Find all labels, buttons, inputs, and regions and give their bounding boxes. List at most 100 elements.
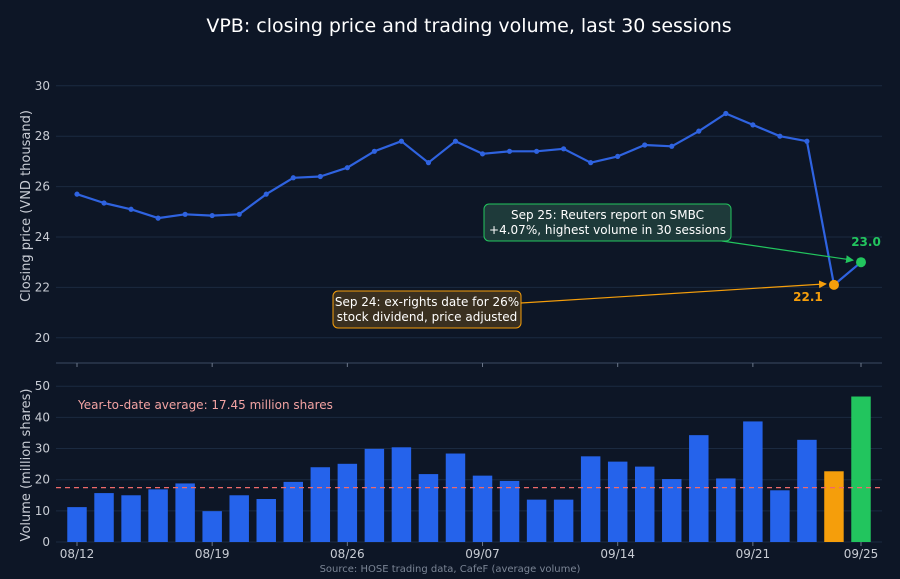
price-y-tick-3: 26: [35, 180, 50, 194]
volume-bar-23: [689, 435, 709, 542]
price-point-18: [561, 146, 567, 152]
volume-bar-15: [472, 475, 493, 542]
annotation-box-1: [332, 290, 522, 329]
volume-bar-12: [391, 447, 412, 542]
price-point-6: [236, 211, 242, 217]
price-point-19: [588, 160, 594, 166]
volume-bar-29: [851, 396, 871, 542]
price-point-0: [74, 191, 80, 197]
price-y-axis-label: Closing price (VND thousand): [19, 110, 34, 302]
price-point-11: [371, 148, 377, 154]
volume-bar-27: [797, 439, 817, 542]
volume-y-axis-label: Volume (million shares): [19, 389, 34, 542]
x-tick-label-3: 09/07: [465, 547, 500, 561]
x-axis: 08/12 08/19 08/26 09/07 09/14 09/21 09/25: [60, 542, 879, 561]
annotation-text-0-0: Sep 25: Reuters report on SMBC: [511, 208, 704, 222]
price-point-2: [128, 206, 134, 212]
x-tick-label-5: 09/21: [736, 547, 771, 561]
chart-title: VPB: closing price and trading volume, l…: [206, 15, 731, 37]
price-y-tick-0: 20: [35, 331, 50, 345]
price-point-13: [425, 160, 432, 166]
annotation-arrow-0: [721, 240, 854, 264]
volume-bar-5: [202, 511, 222, 542]
price-point-22: [669, 143, 675, 149]
volume-bar-11: [364, 448, 385, 542]
volume-bar-28: [824, 471, 844, 542]
price-y-tick-2: 24: [35, 230, 50, 244]
volume-y-tick-4: 40: [35, 410, 50, 424]
price-point-26: [777, 133, 783, 139]
price-point-4: [182, 211, 188, 217]
volume-y-tick-0: 0: [42, 535, 50, 549]
price-point-3: [155, 215, 161, 221]
price-point-7: [263, 191, 269, 197]
volume-bar-19: [580, 456, 601, 542]
price-line: [76, 112, 862, 286]
price-point-9: [317, 173, 323, 180]
price-y-tick-4: 28: [35, 129, 50, 143]
volume-average-label: Year-to-date average: 17.45 million shar…: [77, 398, 333, 412]
price-panel: 20 22 24 26 28 30 22.1 23.0 Sep 25: Reuters repo…: [35, 79, 882, 367]
volume-bar-18: [553, 499, 574, 542]
price-point-20: [615, 153, 621, 159]
volume-bar-13: [418, 474, 439, 542]
annotation-box-0: [483, 203, 732, 242]
annotation-text-0-1: +4.07%, highest volume in 30 sessions: [489, 223, 726, 237]
price-point-28: [828, 279, 839, 290]
volume-bar-24: [716, 478, 736, 542]
x-tick-label-2: 08/26: [330, 547, 365, 561]
x-tick-label-1: 08/19: [195, 547, 230, 561]
price-point-29: [856, 257, 866, 268]
volume-bar-8: [283, 481, 304, 542]
volume-bar-1: [94, 493, 114, 542]
price-end-label-0: 22.1: [793, 290, 823, 304]
annotation-arrow-1: [520, 280, 827, 304]
volume-y-tick-5: 50: [35, 379, 50, 393]
price-point-25: [750, 122, 756, 128]
price-end-label-1: 23.0: [851, 235, 881, 249]
volume-bar-16: [499, 480, 520, 542]
volume-bar-22: [662, 479, 682, 542]
volume-panel: 0 10 20 30 40 50 Year-to-date average: 17.45 m…: [35, 379, 882, 549]
volume-y-tick-3: 30: [35, 442, 50, 456]
source-note: Source: HOSE trading data, CafeF (averag…: [320, 564, 581, 575]
annotation-text-1-0: Sep 24: ex-rights date for 26%: [335, 295, 519, 309]
price-point-17: [533, 148, 540, 154]
volume-bar-6: [229, 495, 249, 542]
price-point-15: [479, 151, 486, 157]
volume-bar-25: [743, 421, 763, 542]
price-y-tick-5: 30: [35, 79, 50, 93]
volume-y-tick-1: 10: [35, 504, 50, 518]
price-point-23: [696, 128, 702, 134]
price-point-12: [398, 138, 405, 144]
volume-bar-26: [770, 490, 790, 542]
volume-bar-3: [148, 489, 168, 542]
volume-bar-17: [526, 499, 547, 542]
volume-bar-2: [121, 495, 141, 542]
price-point-1: [101, 200, 107, 206]
volume-bar-10: [337, 463, 358, 542]
volume-bar-9: [310, 467, 331, 542]
volume-bar-7: [256, 499, 276, 542]
volume-bar-4: [175, 483, 195, 542]
volume-bar-14: [445, 453, 466, 542]
price-y-tick-1: 22: [35, 280, 50, 294]
price-point-16: [506, 148, 513, 154]
price-point-10: [344, 165, 350, 171]
price-point-21: [642, 142, 648, 148]
volume-bar-20: [607, 461, 628, 542]
price-point-27: [804, 138, 810, 144]
volume-bar-0: [67, 507, 87, 542]
price-point-5: [209, 212, 215, 219]
volume-bar-21: [634, 466, 655, 542]
price-point-8: [290, 175, 296, 181]
x-tick-label-4: 09/14: [600, 547, 635, 561]
volume-y-tick-2: 20: [35, 473, 50, 487]
x-tick-label-0: 08/12: [60, 547, 95, 561]
price-point-14: [452, 138, 459, 144]
annotation-text-1-1: stock dividend, price adjusted: [337, 310, 517, 324]
price-point-24: [723, 110, 729, 117]
x-tick-label-6: 09/25: [844, 547, 879, 561]
